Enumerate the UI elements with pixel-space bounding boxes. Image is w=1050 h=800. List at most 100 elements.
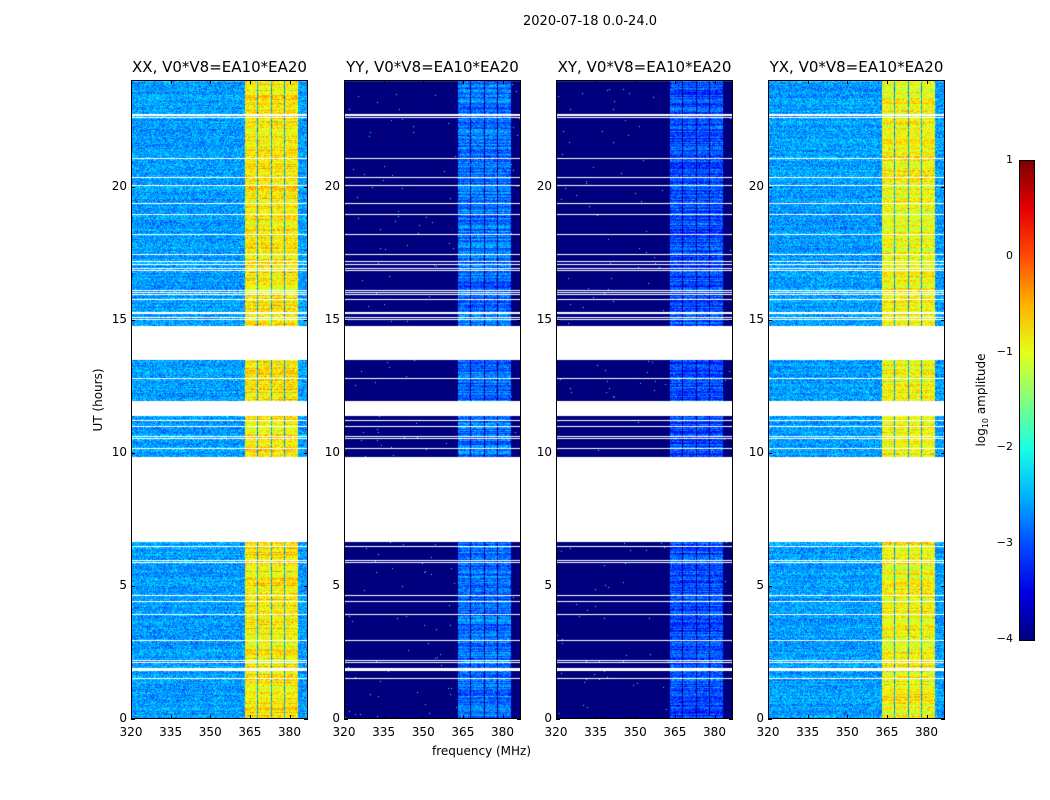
y-tick-label: 0 <box>544 711 552 725</box>
axes-frame <box>556 80 733 719</box>
y-tick-label: 20 <box>536 178 552 193</box>
x-tick-mark <box>344 80 345 84</box>
x-tick-mark <box>714 80 716 84</box>
x-tick-mark <box>502 715 504 719</box>
panel-title: XY, V0*V8=EA10*EA20 <box>557 58 732 76</box>
y-tick-label: 10 <box>536 444 552 459</box>
y-tick-label: 20 <box>111 178 127 193</box>
x-tick-mark <box>595 80 597 84</box>
y-tick-mark <box>729 585 733 587</box>
y-tick-mark <box>344 585 348 587</box>
y-tick-mark <box>517 719 521 720</box>
x-tick-mark <box>249 715 251 719</box>
y-tick-mark <box>131 319 135 321</box>
x-tick-mark <box>556 715 557 719</box>
y-tick-label: 20 <box>748 178 764 193</box>
x-tick-label: 380 <box>278 725 301 739</box>
x-tick-mark <box>423 80 425 84</box>
y-tick-mark <box>729 186 733 188</box>
x-tick-label: 335 <box>159 725 183 739</box>
y-tick-label: 0 <box>756 711 764 725</box>
y-tick-mark <box>768 319 772 321</box>
axes-frame <box>131 80 308 719</box>
y-tick-mark <box>517 186 521 188</box>
x-tick-mark <box>847 715 849 719</box>
y-tick-mark <box>941 719 945 720</box>
y-tick-label: 5 <box>544 577 552 592</box>
y-tick-label: 5 <box>756 577 764 592</box>
x-tick-label: 350 <box>835 725 859 739</box>
colorbar-tick-label: 1 <box>1006 153 1013 166</box>
x-tick-label: 350 <box>198 725 222 739</box>
spectrogram-panel: YX, V0*V8=EA10*EA20 320 335 350 365 380 0 5 10 15… <box>749 58 945 739</box>
y-tick-label: 10 <box>324 444 340 459</box>
y-tick-mark <box>304 719 308 720</box>
y-tick-mark <box>131 585 135 587</box>
heatmap-image <box>556 80 733 719</box>
x-tick-mark <box>847 80 849 84</box>
x-tick-mark <box>210 80 212 84</box>
x-tick-label: 320 <box>544 725 568 739</box>
y-tick-mark <box>344 186 348 188</box>
panel-title: YY, V0*V8=EA10*EA20 <box>346 58 519 76</box>
x-tick-mark <box>807 80 809 84</box>
y-tick-mark <box>941 186 945 188</box>
x-tick-mark <box>131 80 132 84</box>
x-tick-label: 365 <box>451 725 475 739</box>
x-tick-mark <box>502 80 504 84</box>
y-tick-label: 15 <box>536 311 552 326</box>
x-tick-label: 365 <box>238 725 262 739</box>
y-tick-label: 15 <box>748 311 764 326</box>
x-tick-label: 335 <box>584 725 608 739</box>
x-tick-mark <box>423 715 425 719</box>
y-tick-mark <box>304 186 308 188</box>
y-tick-mark <box>304 319 308 321</box>
y-tick-mark <box>729 319 733 321</box>
y-tick-label: 5 <box>332 577 340 592</box>
heatmap-image <box>131 80 308 719</box>
y-tick-label: 15 <box>111 311 127 326</box>
y-tick-mark <box>941 585 945 587</box>
colorbar-tick-label: −4 <box>996 632 1013 645</box>
x-tick-label: 350 <box>623 725 647 739</box>
colorbar-tick-label: −3 <box>996 536 1013 550</box>
x-tick-mark <box>344 715 345 719</box>
y-tick-mark <box>304 452 308 454</box>
colorbar-label: log10 amplitude <box>973 353 991 447</box>
x-tick-mark <box>674 715 676 719</box>
y-tick-mark <box>729 452 733 454</box>
y-tick-mark <box>768 719 772 720</box>
y-tick-mark <box>768 585 772 587</box>
panel-title: YX, V0*V8=EA10*EA20 <box>769 58 944 76</box>
x-tick-mark <box>886 715 888 719</box>
colorbar <box>1019 160 1035 641</box>
y-axis-label: UT (hours) <box>91 368 105 432</box>
x-tick-label: 335 <box>372 725 396 739</box>
x-tick-mark <box>556 80 557 84</box>
y-tick-mark <box>768 452 772 454</box>
y-tick-mark <box>556 452 560 454</box>
y-tick-mark <box>556 585 560 587</box>
y-tick-label: 5 <box>119 577 127 592</box>
x-tick-mark <box>462 715 464 719</box>
x-tick-mark <box>886 80 888 84</box>
y-tick-mark <box>304 585 308 587</box>
x-axis-label: frequency (MHz) <box>432 744 532 758</box>
x-tick-label: 335 <box>796 725 820 739</box>
x-tick-label: 380 <box>491 725 514 739</box>
x-tick-mark <box>674 80 676 84</box>
y-tick-mark <box>941 319 945 321</box>
x-tick-mark <box>926 715 928 719</box>
x-tick-mark <box>635 80 637 84</box>
x-tick-mark <box>926 80 928 84</box>
y-tick-mark <box>517 585 521 587</box>
x-tick-mark <box>289 715 291 719</box>
x-tick-mark <box>768 80 769 84</box>
spectrogram-panel: XX, V0*V8=EA10*EA20 320 335 350 365 380 0 5 10 15… <box>112 58 308 739</box>
x-tick-label: 320 <box>119 725 143 739</box>
y-tick-mark <box>344 319 348 321</box>
y-tick-label: 0 <box>332 711 340 725</box>
x-tick-mark <box>170 715 172 719</box>
y-tick-mark <box>131 186 135 188</box>
